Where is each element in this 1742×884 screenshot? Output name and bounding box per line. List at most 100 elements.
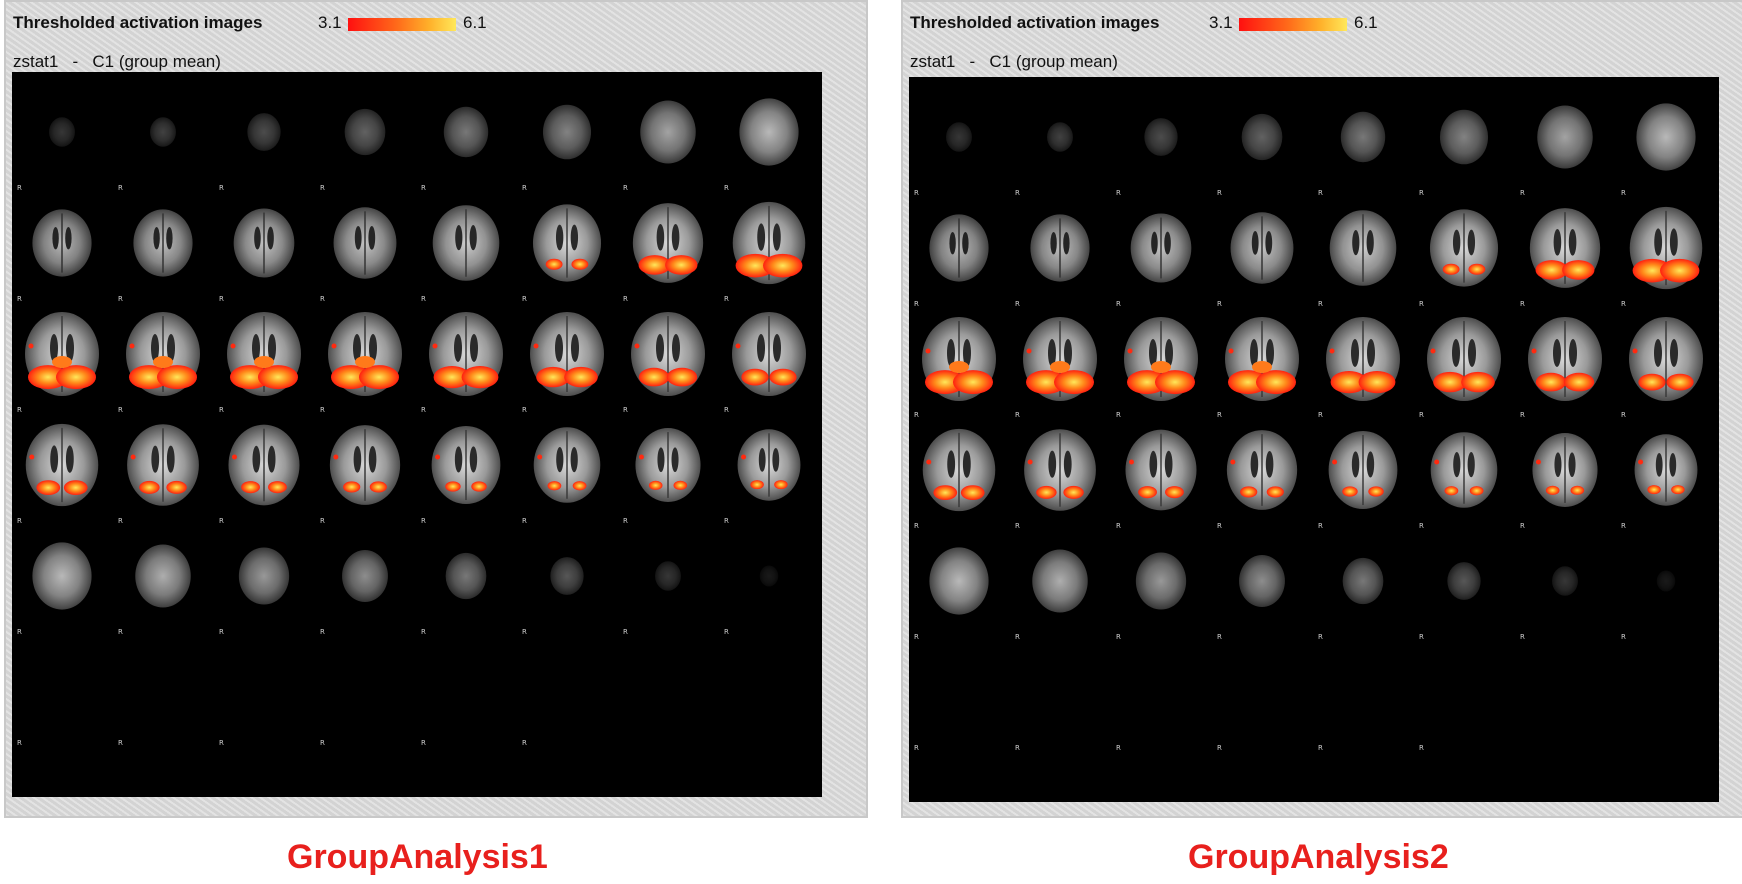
orientation-marker: R	[1318, 300, 1323, 308]
contrast-name: C1 (group mean)	[989, 52, 1118, 71]
orientation-marker: R	[1116, 411, 1121, 419]
brain-slice	[1023, 317, 1097, 401]
brain-slice	[1656, 570, 1676, 592]
orientation-marker: R	[421, 295, 426, 303]
stat-subtitle: zstat1 - C1 (group mean)	[910, 52, 1118, 72]
orientation-marker: R	[320, 295, 325, 303]
orientation-marker: R	[914, 189, 919, 197]
orientation-marker: R	[1621, 411, 1626, 419]
brain-slice	[431, 425, 501, 505]
brain-slice	[342, 549, 388, 603]
brain-slice	[1032, 549, 1088, 613]
brain-slice	[640, 100, 696, 164]
brain-slice	[429, 312, 503, 396]
orientation-marker: R	[1116, 744, 1121, 752]
orientation-marker: R	[219, 628, 224, 636]
brain-slice	[922, 317, 996, 401]
brain-slice	[443, 106, 489, 158]
brain-slice	[1529, 208, 1601, 288]
orientation-marker: R	[421, 739, 426, 747]
orientation-marker: R	[1217, 189, 1222, 197]
stat-separator: -	[72, 52, 79, 71]
brain-slice	[445, 552, 487, 600]
orientation-marker: R	[17, 739, 22, 747]
brain-slice	[228, 424, 300, 506]
orientation-marker: R	[1520, 300, 1525, 308]
orientation-marker: R	[1217, 411, 1222, 419]
orientation-marker: R	[1015, 744, 1020, 752]
orientation-marker: R	[17, 517, 22, 525]
brain-slice	[530, 312, 604, 396]
brain-slice	[1447, 562, 1481, 600]
colorbar-min-label: 3.1	[318, 13, 342, 32]
orientation-marker: R	[724, 295, 729, 303]
orientation-marker: R	[421, 517, 426, 525]
orientation-marker: R	[1419, 633, 1424, 641]
orientation-marker: R	[1318, 189, 1323, 197]
orientation-marker: R	[118, 406, 123, 414]
orientation-marker: R	[623, 406, 628, 414]
orientation-marker: R	[421, 184, 426, 192]
brain-slice	[1226, 430, 1298, 510]
orientation-marker: R	[219, 517, 224, 525]
brain-slice	[1328, 430, 1398, 510]
brain-slice	[532, 204, 602, 282]
orientation-marker: R	[320, 628, 325, 636]
brain-slice	[632, 203, 704, 283]
brain-slice	[1634, 434, 1698, 506]
orientation-marker: R	[118, 517, 123, 525]
brain-slice	[1239, 554, 1285, 608]
brain-slice	[732, 201, 806, 285]
brain-slice	[1429, 209, 1499, 287]
brain-slice	[1241, 113, 1283, 161]
orientation-marker: R	[522, 295, 527, 303]
brain-slice	[1030, 214, 1090, 282]
orientation-marker: R	[1520, 411, 1525, 419]
brain-slice	[150, 117, 176, 147]
stat-name: zstat1	[13, 52, 59, 71]
colorbar	[1239, 18, 1347, 31]
orientation-marker: R	[1520, 633, 1525, 641]
brain-slice	[922, 428, 996, 512]
stat-separator: -	[969, 52, 976, 71]
brain-slice	[1528, 317, 1602, 401]
orientation-marker: R	[1015, 522, 1020, 530]
orientation-marker: R	[724, 406, 729, 414]
brain-slices-svg: R R R R R R R R R R R R R R R R R R R R R R R R R R R R R R R R R R R R R R R R…	[17, 98, 806, 747]
brain-slice	[126, 312, 200, 396]
orientation-marker: R	[17, 184, 22, 192]
orientation-marker: R	[1217, 633, 1222, 641]
brain-slice	[946, 122, 972, 152]
brain-slice	[233, 208, 295, 278]
orientation-marker: R	[17, 406, 22, 414]
brain-slice	[247, 113, 281, 151]
colorbar	[348, 18, 456, 31]
brain-slice	[1340, 111, 1386, 163]
brain-slice	[135, 544, 191, 608]
orientation-marker: R	[118, 628, 123, 636]
orientation-marker: R	[1419, 189, 1424, 197]
brain-slice	[732, 312, 806, 396]
brain-slice	[1130, 213, 1192, 283]
orientation-marker: R	[1217, 300, 1222, 308]
activation-panel-right: Thresholded activation images 3.1 6.1 zs…	[901, 0, 1742, 818]
brain-slice	[635, 428, 701, 502]
brain-slice	[32, 542, 92, 610]
orientation-marker: R	[1015, 411, 1020, 419]
brain-slice	[737, 429, 801, 501]
orientation-marker: R	[219, 295, 224, 303]
orientation-marker: R	[914, 744, 919, 752]
orientation-marker: R	[522, 406, 527, 414]
brain-slice	[1135, 552, 1187, 610]
brain-slice	[1124, 317, 1198, 401]
brain-slice	[1427, 317, 1501, 401]
brain-slice	[550, 557, 584, 595]
orientation-marker: R	[1116, 633, 1121, 641]
contrast-name: C1 (group mean)	[92, 52, 221, 71]
brain-slice	[1439, 109, 1489, 165]
orientation-marker: R	[219, 739, 224, 747]
orientation-marker: R	[320, 517, 325, 525]
brain-slice	[1024, 429, 1096, 511]
orientation-marker: R	[219, 184, 224, 192]
colorbar-max-label: 6.1	[463, 13, 487, 32]
